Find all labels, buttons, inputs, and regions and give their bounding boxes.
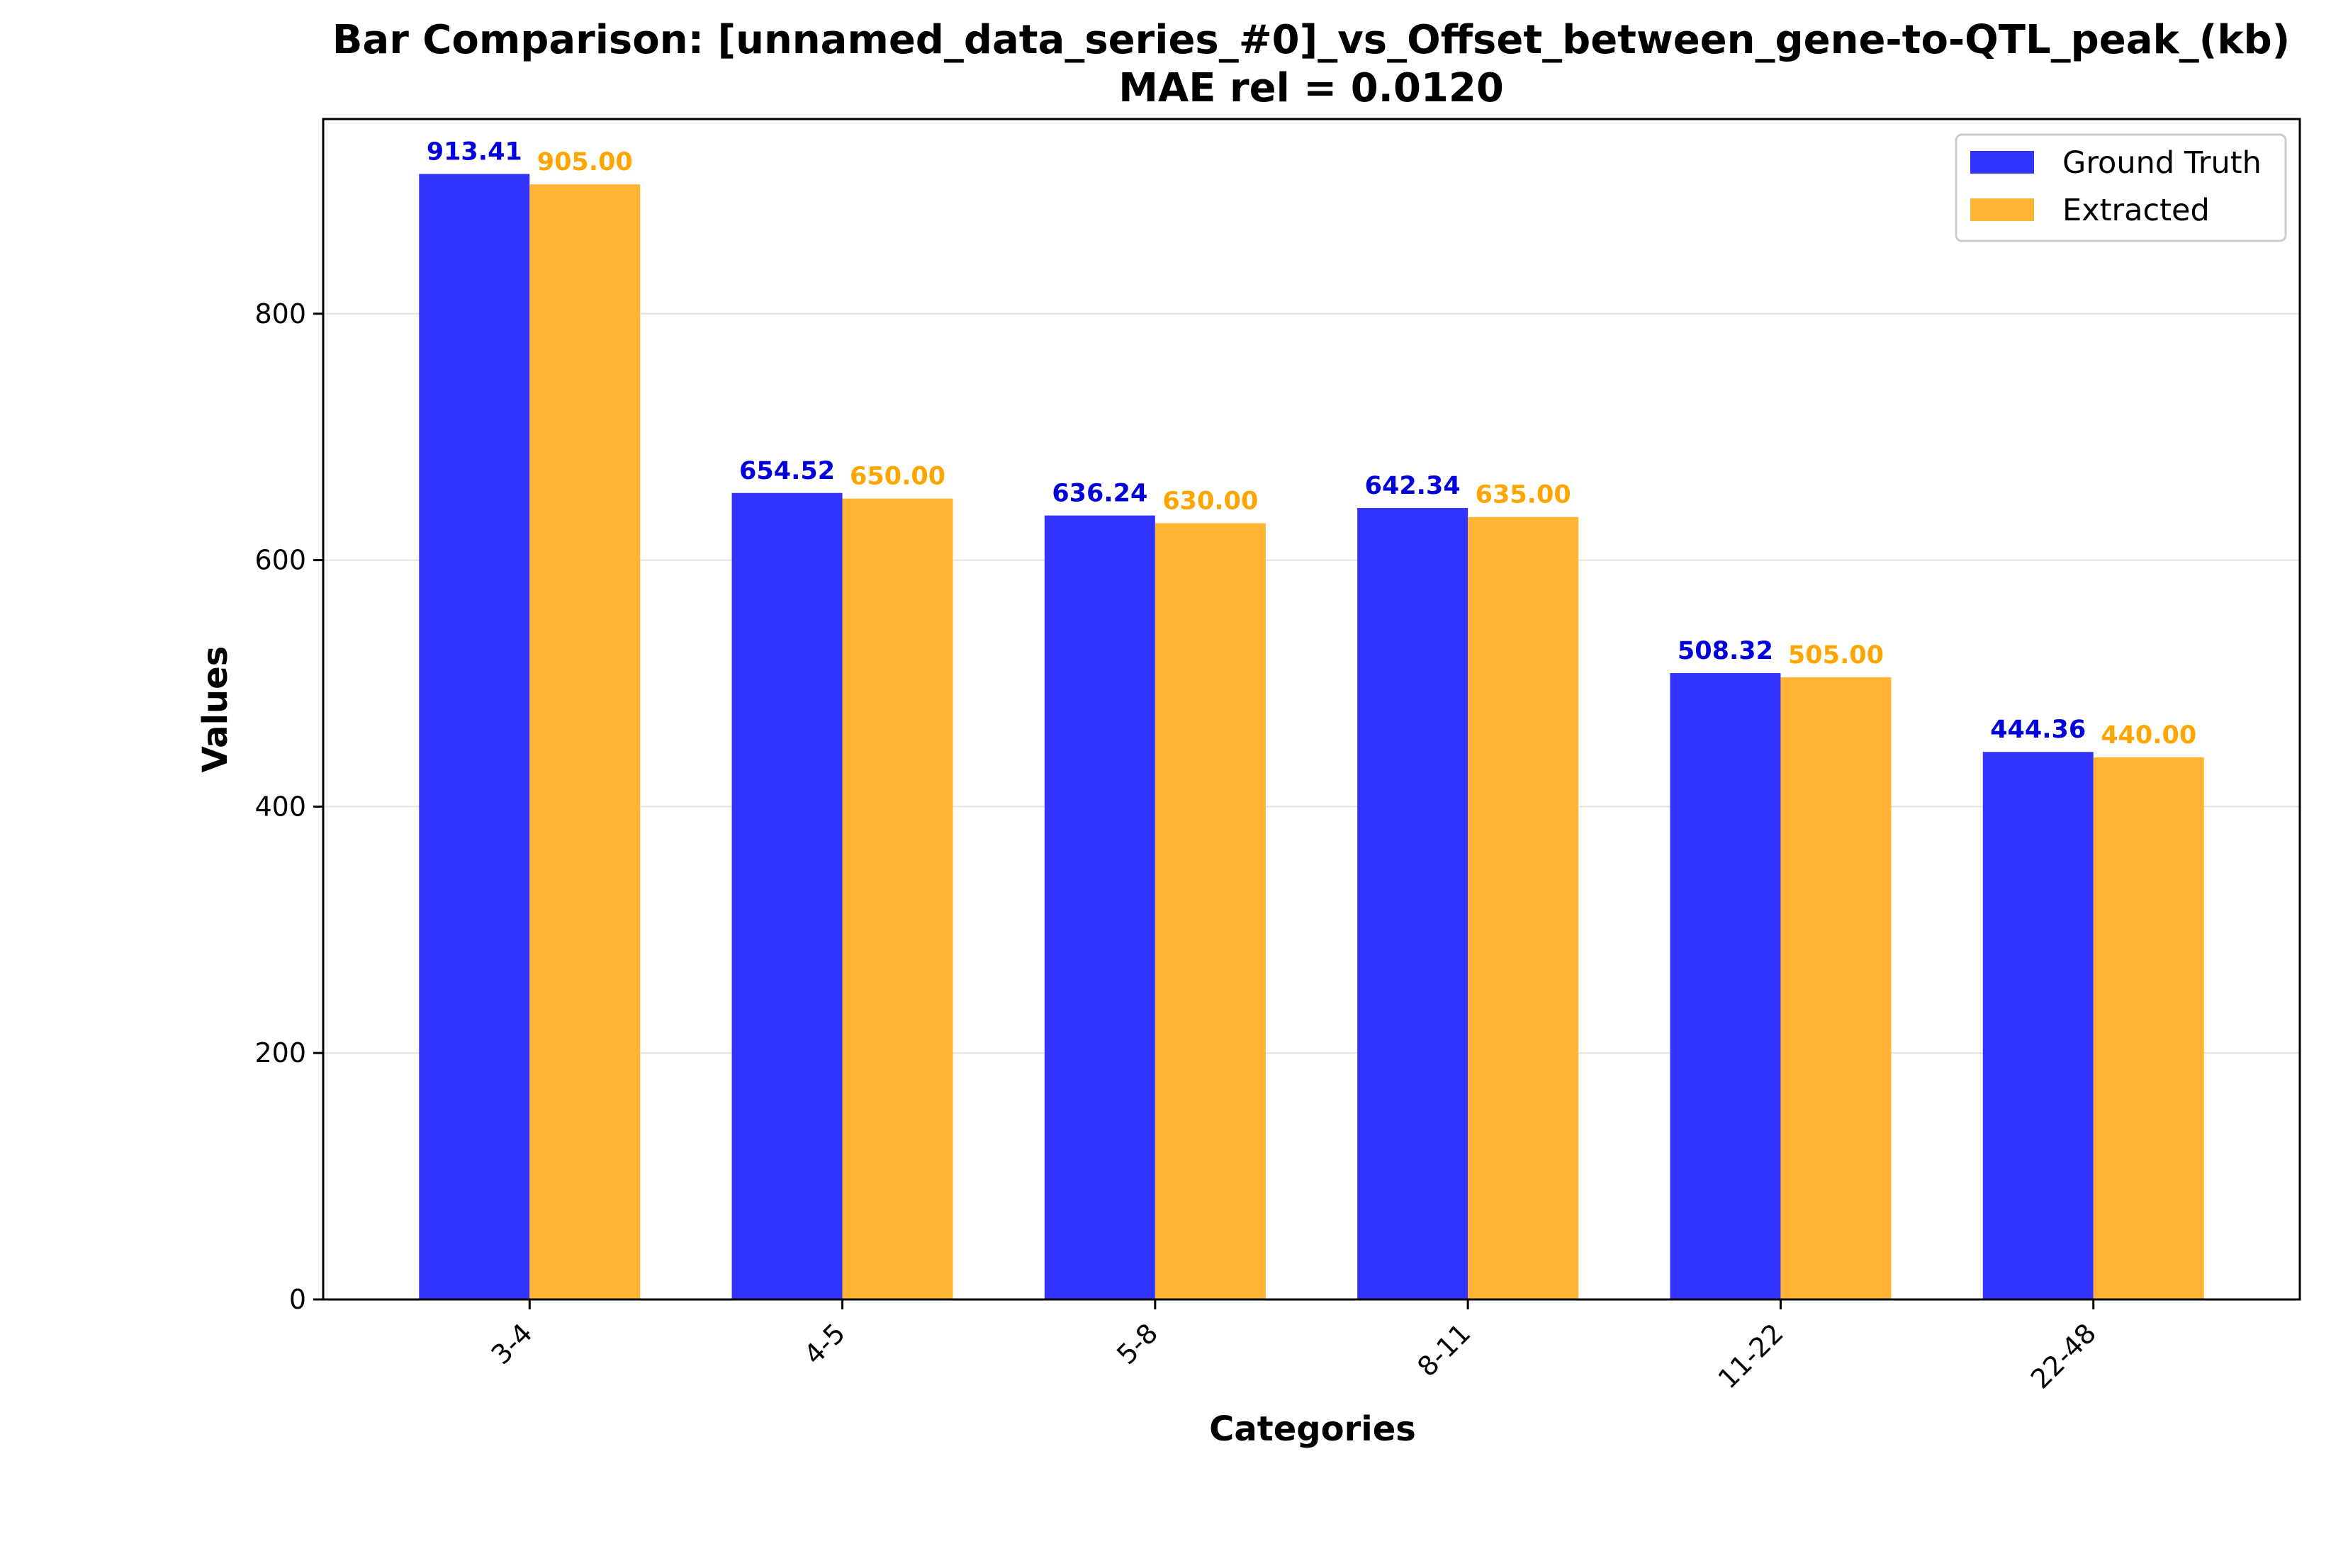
x-tick-label-0: 3-4 xyxy=(485,1317,539,1370)
y-tick-label-2: 400 xyxy=(254,791,306,822)
legend-swatch-extracted xyxy=(1970,198,2034,221)
value-label-extracted-1: 650.00 xyxy=(850,463,945,491)
x-tick-label-1: 4-5 xyxy=(798,1317,851,1370)
y-tick-label-1: 200 xyxy=(254,1037,306,1068)
bar-extracted-1 xyxy=(842,498,953,1299)
value-labels: 913.41 905.00 654.52 650.00 636.24 630.00 642.… xyxy=(427,138,2197,750)
value-label-extracted-4: 505.00 xyxy=(1788,641,1884,670)
legend-swatch-ground-truth xyxy=(1970,151,2034,174)
value-label-ground-truth-5: 444.36 xyxy=(1990,716,2086,744)
legend-label-ground-truth: Ground Truth xyxy=(2062,145,2262,181)
legend-frame xyxy=(1955,133,2287,242)
value-label-extracted-5: 440.00 xyxy=(2101,721,2196,750)
value-label-ground-truth-4: 508.32 xyxy=(1678,637,1773,665)
value-label-ground-truth-1: 654.52 xyxy=(739,457,835,485)
bar-ground-truth-1 xyxy=(731,492,843,1300)
bar-extracted-5 xyxy=(2093,757,2204,1299)
x-axis-label: Categories xyxy=(1209,1409,1416,1449)
bar-extracted-2 xyxy=(1155,523,1266,1299)
y-axis-ticks: 0 200 400 600 800 xyxy=(254,298,323,1315)
x-tick-label-3: 8-11 xyxy=(1411,1317,1476,1382)
y-tick-label-0: 0 xyxy=(289,1284,306,1315)
x-axis-ticks: 3-4 4-5 5-8 8-11 11-22 22-48 xyxy=(485,1299,2102,1394)
value-label-extracted-0: 905.00 xyxy=(537,148,633,176)
bar-extracted-0 xyxy=(529,184,641,1300)
value-label-ground-truth-2: 636.24 xyxy=(1052,480,1147,508)
value-label-ground-truth-0: 913.41 xyxy=(427,138,522,167)
bar-ground-truth-5 xyxy=(1982,752,2094,1299)
legend-label-extracted: Extracted xyxy=(2062,193,2210,228)
y-axis-label: Values xyxy=(196,646,235,773)
x-tick-label-4: 11-22 xyxy=(1712,1317,1790,1394)
bar-extracted-4 xyxy=(1780,677,1892,1299)
chart-subtitle: MAE rel = 0.0120 xyxy=(1118,65,1504,111)
value-label-ground-truth-3: 642.34 xyxy=(1365,472,1461,500)
value-label-extracted-3: 635.00 xyxy=(1476,481,1571,509)
plot-frame xyxy=(322,118,2301,1301)
y-tick-label-4: 800 xyxy=(254,298,306,329)
bar-ground-truth-2 xyxy=(1044,515,1155,1299)
chart-title: Bar Comparison: [unnamed_data_series_#0]… xyxy=(332,17,2291,63)
x-tick-label-2: 5-8 xyxy=(1111,1317,1164,1370)
bar-extracted-3 xyxy=(1468,517,1579,1299)
legend: Ground Truth Extracted xyxy=(1955,133,2287,242)
y-tick-label-3: 600 xyxy=(254,545,306,576)
bar-ground-truth-3 xyxy=(1357,507,1468,1299)
value-label-extracted-2: 630.00 xyxy=(1162,487,1258,515)
bars xyxy=(419,174,2204,1300)
bar-ground-truth-0 xyxy=(419,174,530,1299)
x-tick-label-5: 22-48 xyxy=(2025,1317,2102,1394)
bar-ground-truth-4 xyxy=(1670,673,1781,1299)
